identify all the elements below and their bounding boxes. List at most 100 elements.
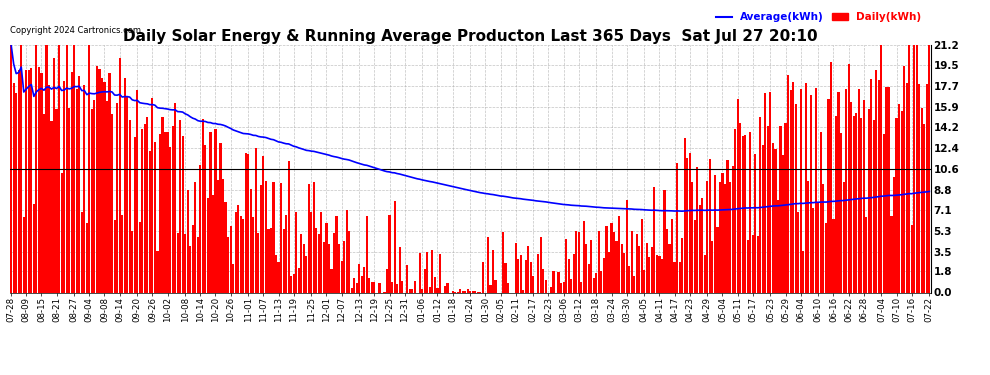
Bar bbox=[744, 135, 746, 292]
Bar bbox=[540, 237, 542, 292]
Bar bbox=[621, 244, 623, 292]
Bar bbox=[870, 80, 872, 292]
Bar bbox=[83, 84, 85, 292]
Bar bbox=[124, 78, 126, 292]
Bar bbox=[333, 233, 335, 292]
Bar bbox=[267, 229, 269, 292]
Bar bbox=[585, 244, 587, 292]
Bar bbox=[852, 116, 854, 292]
Bar bbox=[197, 237, 199, 292]
Bar bbox=[65, 45, 67, 292]
Bar bbox=[557, 272, 559, 292]
Bar bbox=[668, 244, 670, 292]
Bar bbox=[756, 236, 759, 292]
Bar bbox=[106, 101, 108, 292]
Bar bbox=[70, 72, 73, 292]
Bar bbox=[825, 223, 827, 292]
Bar bbox=[590, 240, 592, 292]
Bar bbox=[363, 267, 365, 292]
Bar bbox=[126, 97, 129, 292]
Bar bbox=[595, 273, 597, 292]
Bar bbox=[360, 276, 363, 292]
Bar bbox=[663, 190, 665, 292]
Bar bbox=[131, 231, 134, 292]
Bar bbox=[401, 281, 403, 292]
Bar bbox=[543, 268, 545, 292]
Bar bbox=[50, 122, 52, 292]
Bar bbox=[114, 220, 116, 292]
Bar bbox=[655, 255, 658, 292]
Bar bbox=[53, 58, 55, 292]
Bar bbox=[658, 256, 660, 292]
Bar bbox=[701, 198, 703, 292]
Bar bbox=[249, 189, 251, 292]
Bar bbox=[593, 278, 595, 292]
Bar bbox=[406, 265, 408, 292]
Bar bbox=[348, 231, 350, 292]
Bar bbox=[192, 225, 194, 292]
Bar bbox=[911, 225, 913, 292]
Bar bbox=[109, 73, 111, 292]
Bar bbox=[471, 291, 474, 292]
Bar bbox=[156, 251, 158, 292]
Bar bbox=[215, 129, 217, 292]
Bar bbox=[482, 262, 484, 292]
Bar bbox=[855, 113, 857, 292]
Bar bbox=[921, 108, 923, 292]
Bar bbox=[565, 239, 567, 292]
Bar bbox=[893, 177, 895, 292]
Bar bbox=[81, 213, 83, 292]
Bar bbox=[187, 190, 189, 292]
Bar bbox=[464, 291, 466, 292]
Bar bbox=[661, 259, 663, 292]
Bar bbox=[434, 277, 436, 292]
Bar bbox=[913, 45, 916, 292]
Bar bbox=[159, 134, 161, 292]
Bar bbox=[38, 67, 40, 292]
Bar bbox=[639, 246, 641, 292]
Bar bbox=[277, 262, 279, 292]
Bar bbox=[860, 118, 862, 292]
Bar bbox=[148, 151, 150, 292]
Bar bbox=[823, 184, 825, 292]
Bar bbox=[225, 202, 227, 292]
Bar bbox=[812, 208, 815, 292]
Bar bbox=[772, 143, 774, 292]
Bar bbox=[96, 66, 98, 292]
Bar bbox=[671, 219, 673, 292]
Bar bbox=[792, 82, 794, 292]
Bar bbox=[704, 255, 706, 292]
Bar bbox=[787, 75, 789, 292]
Bar bbox=[116, 103, 118, 292]
Bar bbox=[880, 45, 882, 292]
Bar bbox=[121, 214, 123, 292]
Bar bbox=[217, 180, 219, 292]
Bar bbox=[583, 221, 585, 292]
Bar bbox=[577, 232, 580, 292]
Bar bbox=[528, 246, 530, 292]
Bar bbox=[439, 254, 442, 292]
Bar bbox=[161, 117, 163, 292]
Bar bbox=[903, 66, 905, 292]
Bar bbox=[522, 290, 525, 292]
Bar bbox=[43, 114, 45, 292]
Bar bbox=[901, 111, 903, 292]
Bar bbox=[378, 283, 380, 292]
Bar bbox=[562, 282, 564, 292]
Bar bbox=[321, 212, 323, 292]
Bar bbox=[129, 120, 131, 292]
Bar bbox=[91, 109, 93, 292]
Bar bbox=[272, 182, 274, 292]
Bar bbox=[623, 253, 626, 292]
Bar bbox=[204, 144, 207, 292]
Bar bbox=[275, 255, 277, 292]
Bar bbox=[815, 88, 817, 292]
Bar bbox=[828, 99, 830, 292]
Bar bbox=[194, 182, 196, 292]
Bar bbox=[119, 58, 121, 292]
Bar bbox=[567, 259, 569, 292]
Bar bbox=[608, 252, 610, 292]
Bar bbox=[437, 288, 439, 292]
Bar bbox=[890, 216, 893, 292]
Bar bbox=[134, 137, 136, 292]
